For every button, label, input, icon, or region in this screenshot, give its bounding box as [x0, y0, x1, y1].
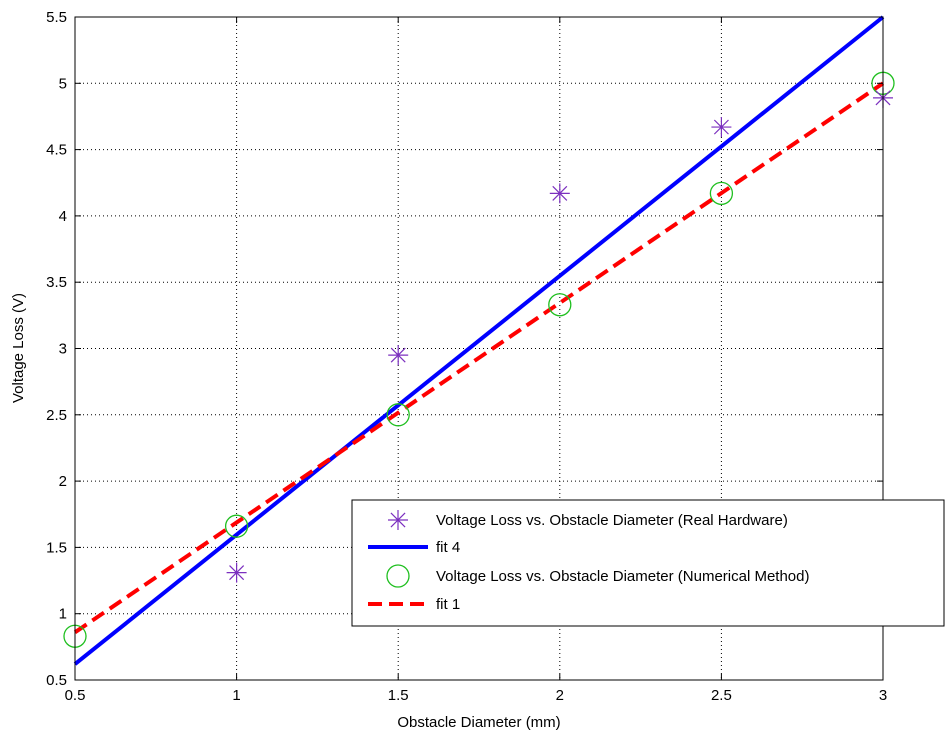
star-stroke — [390, 347, 406, 363]
x-axis-title: Obstacle Diameter (mm) — [397, 714, 560, 731]
x-tick-label: 1.5 — [388, 687, 409, 704]
legend-box — [351, 499, 945, 627]
x-tick-label: 1 — [232, 687, 240, 704]
numerical-point — [548, 293, 572, 317]
y-tick-label: 5.5 — [46, 9, 67, 26]
real-hardware-point — [388, 345, 409, 366]
fit-1-line — [73, 81, 885, 634]
y-tick-label: 3.5 — [46, 274, 67, 291]
star-stroke — [390, 512, 406, 528]
real-hardware-series — [226, 87, 893, 583]
y-tick-label: 5 — [59, 75, 67, 92]
x-tick-label: 2.5 — [711, 687, 732, 704]
series-layer — [63, 15, 895, 666]
y-axis-title: Voltage Loss (V) — [10, 293, 27, 403]
y-tick-label: 3 — [59, 341, 67, 358]
numerical-point — [224, 514, 249, 538]
y-tick-label: 1.5 — [46, 539, 67, 556]
legend-label: fit 4 — [436, 539, 460, 556]
legend-item: Voltage Loss vs. Obstacle Diameter (Nume… — [386, 564, 809, 588]
legend-item: fit 4 — [368, 539, 460, 556]
x-tick-label: 0.5 — [65, 687, 86, 704]
star-stroke — [229, 565, 245, 581]
real-hardware-point — [711, 117, 732, 138]
x-tick-label: 3 — [879, 687, 887, 704]
legend-label: fit 1 — [436, 596, 460, 613]
y-tick-label: 4.5 — [46, 142, 67, 159]
y-tick-label: 2 — [59, 473, 67, 490]
real-hardware-point — [549, 183, 570, 204]
star-stroke — [713, 119, 729, 135]
legend-label: Voltage Loss vs. Obstacle Diameter (Nume… — [436, 568, 809, 585]
star-stroke — [552, 185, 568, 201]
ticks: 0.5 1 1.5 2 2.5 3 0.5 1 1.5 2 2.5 3 3.5 4 4.5 5 5.5 — [46, 9, 887, 704]
legend-item: fit 1 — [368, 596, 460, 613]
y-tick-label: 0.5 — [46, 672, 67, 689]
legend: Voltage Loss vs. Obstacle Diameter (Real… — [351, 499, 945, 627]
legend-circle-marker — [386, 564, 410, 588]
y-tick-label: 1 — [59, 606, 67, 623]
legend-item: Voltage Loss vs. Obstacle Diameter (Real… — [388, 510, 788, 530]
y-tick-label: 4 — [59, 208, 67, 225]
fit-4-line — [73, 15, 885, 666]
numerical-point — [709, 181, 734, 206]
real-hardware-point — [226, 562, 247, 583]
x-tick-label: 2 — [556, 687, 564, 704]
y-tick-label: 2.5 — [46, 407, 67, 424]
numerical-point — [386, 403, 410, 427]
legend-label: Voltage Loss vs. Obstacle Diameter (Real… — [436, 512, 788, 529]
